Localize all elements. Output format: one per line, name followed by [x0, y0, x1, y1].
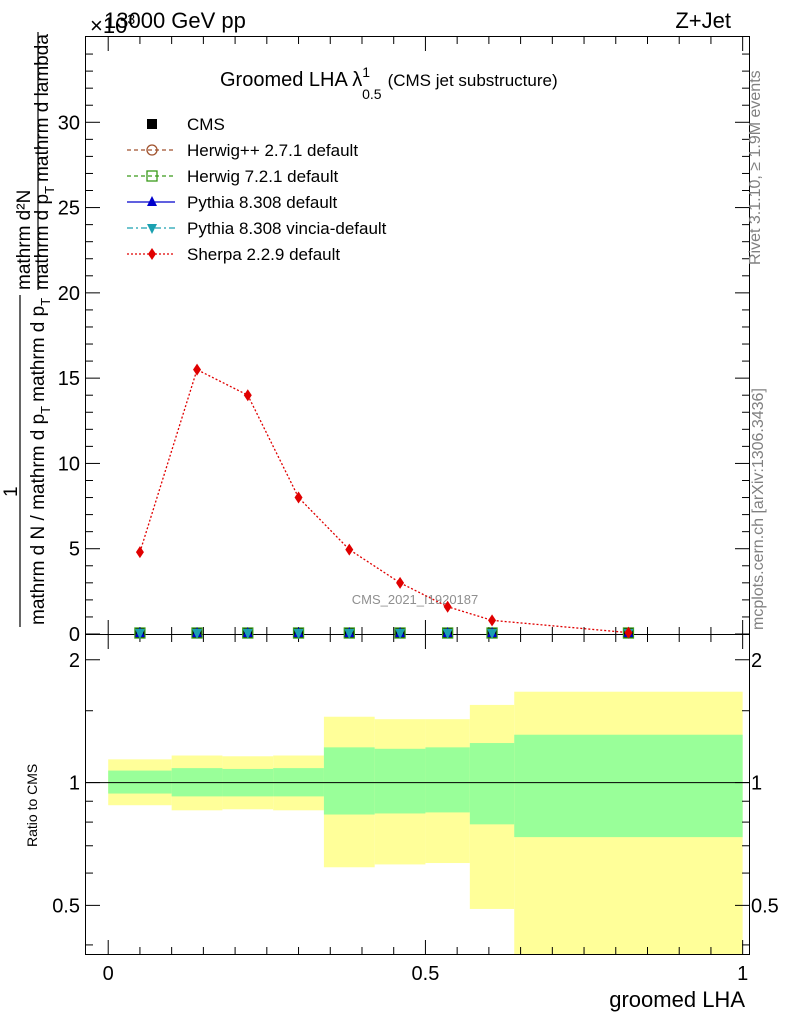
y-axis-label: mathrm d²N mathrm d pTmathrm d lambda 1 … [1, 32, 57, 627]
y-tick-label: 25 [58, 198, 80, 220]
y-tick-label: 5 [69, 539, 80, 561]
legend-label: CMS [187, 115, 225, 134]
ratio-stat-band [514, 734, 743, 838]
vincia-point [344, 629, 355, 639]
ratio-stat-band [469, 743, 515, 825]
legend-label: Sherpa 2.2.9 default [187, 245, 340, 264]
ratio-tick-label: 1 [69, 773, 80, 795]
ratio-bands [108, 691, 743, 954]
main-plot-frame [85, 36, 750, 635]
sherpa-point [345, 543, 354, 556]
y-label-lower: mathrm d N / mathrm d pTmathrm d pT [28, 298, 53, 625]
y-label-one: 1 [1, 486, 22, 497]
header-left: 13000 GeV pp [104, 8, 246, 33]
vincia-point [242, 629, 253, 639]
y-tick-label: 15 [58, 368, 80, 390]
rivet-info: Rivet 3.1.10, ≥ 1.9M events [747, 70, 764, 265]
vincia-point [442, 629, 453, 639]
ratio-tick-label: 2 [69, 650, 80, 672]
legend-marker [147, 224, 157, 234]
sherpa-point [193, 363, 202, 376]
analysis-watermark: CMS_2021_I1920187 [352, 592, 479, 607]
sherpa-point [243, 389, 252, 402]
y-label-numer: mathrm d²N [14, 190, 35, 290]
y-tick-label: 20 [58, 283, 80, 305]
legend-label: Pythia 8.308 vincia-default [187, 219, 387, 238]
x-axis-label: groomed LHA [609, 987, 745, 1012]
vincia-point [395, 629, 406, 639]
mcplots-info: mcplots.cern.ch [arXiv:1306.3436] [750, 388, 767, 630]
ratio-tick-label-right: 0.5 [751, 895, 779, 917]
ratio-axis-label: Ratio to CMS [24, 764, 40, 847]
ratio-plot-frame [85, 634, 750, 955]
legend-marker [146, 170, 158, 182]
ratio-stat-band [323, 747, 375, 815]
legend-marker [147, 196, 157, 206]
vincia-point [293, 629, 304, 639]
y-label-denom: mathrm d pTmathrm d lambda [32, 34, 57, 290]
ratio-stat-band [374, 748, 426, 814]
vincia-point [487, 629, 498, 639]
sherpa-point [488, 614, 497, 627]
series-layer [134, 363, 635, 639]
sherpa-point [396, 576, 405, 589]
sherpa-point [135, 546, 144, 559]
x-tick-label: 0.5 [412, 963, 440, 985]
ratio-tick-label-right: 2 [751, 650, 762, 672]
main-axis-ticks: 0 5 10 15 20 25 30 0 0.5 1 [58, 37, 749, 985]
ratio-tick-label: 0.5 [52, 895, 80, 917]
sherpa-point [443, 600, 452, 613]
legend-label: Herwig 7.2.1 default [187, 167, 338, 186]
legend-label: Herwig++ 2.7.1 default [187, 141, 358, 160]
vincia-point [192, 629, 203, 639]
ratio-tick-label-right: 1 [751, 773, 762, 795]
legend-marker [148, 248, 156, 260]
ratio-stat-band [425, 747, 470, 813]
legend-marker [146, 144, 158, 156]
y-tick-label: 0 [69, 624, 80, 646]
ratio-axis-ticks: 0.5 0.5 1 1 2 2 [52, 650, 779, 946]
vincia-point [134, 629, 145, 639]
header-exponent: ×103 [90, 11, 135, 38]
y-tick-label: 10 [58, 453, 80, 475]
sherpa-point [624, 626, 633, 639]
plot-title: Groomed LHA λ1 0.5(CMS jet substructure) [220, 64, 558, 102]
legend-label: Pythia 8.308 default [187, 193, 338, 212]
ratio-stat-band [108, 770, 172, 794]
x-tick-label: 1 [737, 963, 748, 985]
x-tick-label: 0 [103, 963, 114, 985]
legend: CMS Herwig++ 2.7.1 default Herwig 7.2.1 de… [127, 115, 387, 264]
legend-marker [147, 119, 157, 129]
sherpa-point [294, 491, 303, 504]
header-right: Z+Jet [675, 8, 731, 33]
y-tick-label: 30 [58, 112, 80, 134]
